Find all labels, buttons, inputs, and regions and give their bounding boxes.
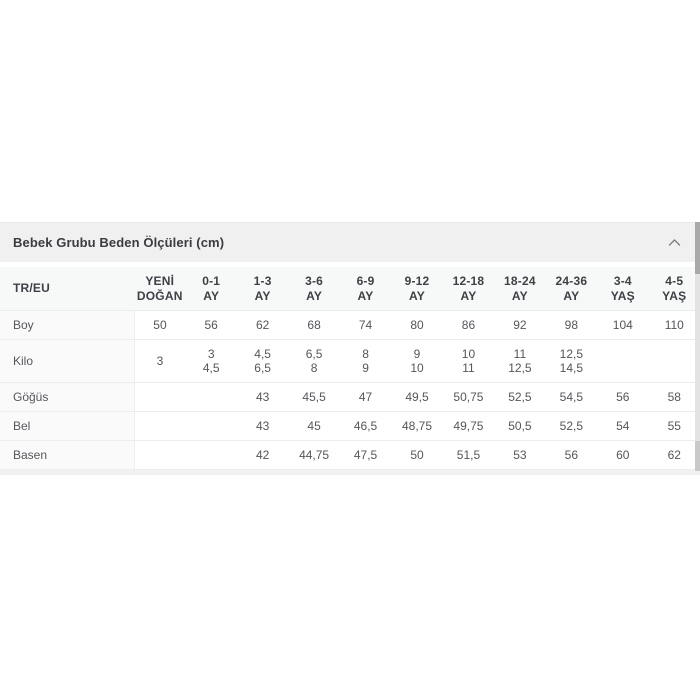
table-cell [185, 440, 237, 470]
scrollbar-thumb-end[interactable] [695, 441, 700, 471]
table-cell [648, 339, 700, 383]
table-cell: 11 12,5 [494, 339, 546, 383]
table-cell: 110 [648, 310, 700, 340]
table-cell: 49,5 [391, 382, 443, 412]
table-cell: 48,75 [391, 411, 443, 441]
table-cell: 68 [288, 310, 340, 340]
column-header-yeni-dogan: YENİ DOĞAN [134, 267, 186, 311]
card-bottom-strip [0, 470, 700, 475]
column-header-12-18-ay: 12-18 AY [442, 267, 495, 311]
column-header-0-1-ay: 0-1 AY [185, 267, 237, 311]
table-cell: 3 [134, 339, 186, 383]
table-cell: 50,75 [442, 382, 495, 412]
size-table: TR/EU YENİ DOĞAN 0-1 AY 1-3 AY 3-6 AY 6-… [0, 267, 700, 470]
table-cell: 10 11 [442, 339, 495, 383]
table-row-kilo: Kilo 3 3 4,5 4,5 6,5 6,5 8 8 9 9 10 10 1… [0, 339, 700, 383]
table-cell [134, 382, 186, 412]
table-cell: 52,5 [494, 382, 546, 412]
table-cell: 9 10 [391, 339, 443, 383]
table-cell: 98 [545, 310, 598, 340]
table-row-bel: Bel 43 45 46,5 48,75 49,75 50,5 52,5 54 … [0, 411, 700, 441]
table-cell: 42 [236, 440, 289, 470]
table-cell: 56 [545, 440, 598, 470]
table-cell: 47 [339, 382, 392, 412]
row-label-basen: Basen [0, 440, 135, 470]
column-header-4-5-yas: 4-5 YAŞ [648, 267, 700, 311]
column-header-3-4-yas: 3-4 YAŞ [597, 267, 649, 311]
column-header-3-6-ay: 3-6 AY [288, 267, 340, 311]
table-cell: 43 [236, 411, 289, 441]
table-row-basen: Basen 42 44,75 47,5 50 51,5 53 56 60 62 [0, 440, 700, 470]
table-cell: 104 [597, 310, 649, 340]
table-cell: 54,5 [545, 382, 598, 412]
accordion-header[interactable]: Bebek Grubu Beden Ölçüleri (cm) [0, 222, 700, 262]
table-cell: 47,5 [339, 440, 392, 470]
table-cell: 53 [494, 440, 546, 470]
table-cell: 92 [494, 310, 546, 340]
table-cell: 50 [391, 440, 443, 470]
table-cell: 55 [648, 411, 700, 441]
table-cell: 58 [648, 382, 700, 412]
table-cell: 45 [288, 411, 340, 441]
table-cell: 60 [597, 440, 649, 470]
table-cell [134, 411, 186, 441]
row-label-bel: Bel [0, 411, 135, 441]
table-cell: 54 [597, 411, 649, 441]
column-header-24-36-ay: 24-36 AY [545, 267, 598, 311]
table-cell: 45,5 [288, 382, 340, 412]
table-cell: 44,75 [288, 440, 340, 470]
vertical-scrollbar[interactable] [695, 222, 700, 471]
column-header-tr-eu: TR/EU [0, 267, 134, 311]
column-header-6-9-ay: 6-9 AY [339, 267, 392, 311]
table-cell: 8 9 [339, 339, 392, 383]
table-cell: 46,5 [339, 411, 392, 441]
table-cell: 4,5 6,5 [236, 339, 289, 383]
table-cell: 3 4,5 [185, 339, 237, 383]
table-row-gogus: Göğüs 43 45,5 47 49,5 50,75 52,5 54,5 56… [0, 382, 700, 412]
table-cell [597, 339, 649, 383]
scrollbar-thumb[interactable] [695, 222, 700, 274]
table-cell: 49,75 [442, 411, 495, 441]
table-cell: 62 [648, 440, 700, 470]
table-cell [185, 411, 237, 441]
table-cell: 50,5 [494, 411, 546, 441]
table-cell: 50 [134, 310, 186, 340]
table-header-row: TR/EU YENİ DOĞAN 0-1 AY 1-3 AY 3-6 AY 6-… [0, 267, 700, 311]
row-label-gogus: Göğüs [0, 382, 135, 412]
column-header-9-12-ay: 9-12 AY [391, 267, 443, 311]
size-chart-accordion: Bebek Grubu Beden Ölçüleri (cm) TR/EU YE… [0, 222, 700, 475]
table-cell [134, 440, 186, 470]
header-table-divider [0, 262, 700, 267]
accordion-title: Bebek Grubu Beden Ölçüleri (cm) [13, 235, 225, 250]
table-cell: 12,5 14,5 [545, 339, 598, 383]
table-cell [185, 382, 237, 412]
row-label-boy: Boy [0, 310, 135, 340]
table-cell: 86 [442, 310, 495, 340]
table-cell: 6,5 8 [288, 339, 340, 383]
column-header-18-24-ay: 18-24 AY [494, 267, 546, 311]
table-cell: 51,5 [442, 440, 495, 470]
table-cell: 52,5 [545, 411, 598, 441]
table-cell: 80 [391, 310, 443, 340]
table-cell: 62 [236, 310, 289, 340]
row-label-kilo: Kilo [0, 339, 135, 383]
table-cell: 74 [339, 310, 392, 340]
table-row-boy: Boy 50 56 62 68 74 80 86 92 98 104 110 [0, 310, 700, 340]
chevron-up-icon[interactable] [666, 235, 682, 251]
table-cell: 56 [185, 310, 237, 340]
table-cell: 43 [236, 382, 289, 412]
column-header-1-3-ay: 1-3 AY [236, 267, 289, 311]
table-cell: 56 [597, 382, 649, 412]
